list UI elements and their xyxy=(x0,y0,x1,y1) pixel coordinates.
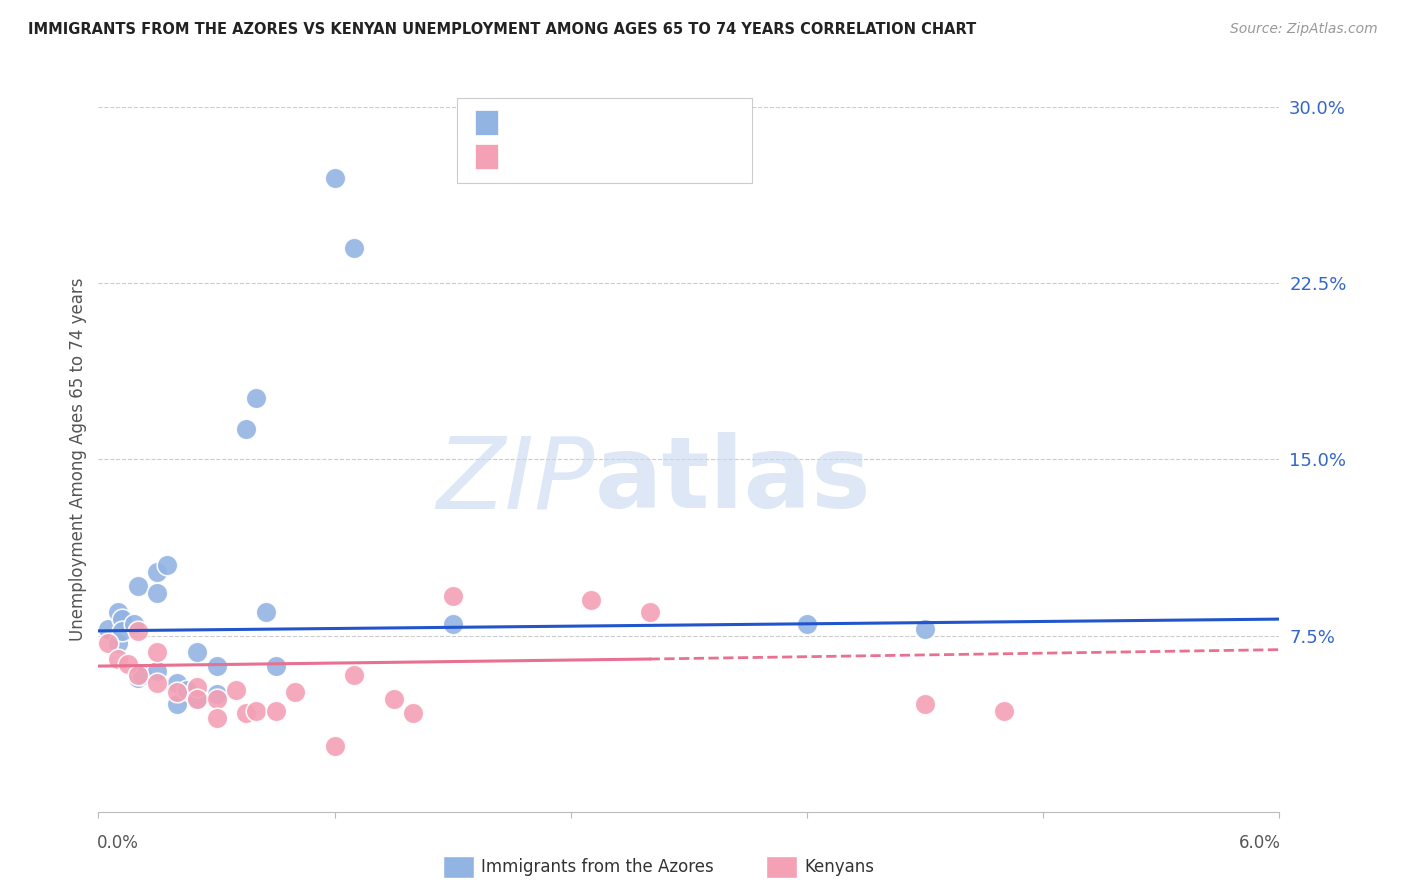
Text: N =: N = xyxy=(612,113,648,131)
Point xyxy=(254,605,277,619)
Point xyxy=(97,635,120,649)
Point xyxy=(107,652,129,666)
Point xyxy=(146,586,169,600)
Point xyxy=(111,624,134,638)
Point xyxy=(166,675,188,690)
Point xyxy=(914,622,936,636)
Point xyxy=(146,645,169,659)
Point xyxy=(186,645,208,659)
Point xyxy=(127,624,149,638)
Text: IMMIGRANTS FROM THE AZORES VS KENYAN UNEMPLOYMENT AMONG AGES 65 TO 74 YEARS CORR: IMMIGRANTS FROM THE AZORES VS KENYAN UNE… xyxy=(28,22,976,37)
Point xyxy=(796,616,818,631)
Point xyxy=(156,558,179,573)
Point xyxy=(127,668,149,682)
Point xyxy=(107,635,129,649)
Point xyxy=(402,706,425,720)
Point xyxy=(284,685,307,699)
Point xyxy=(235,706,257,720)
Point xyxy=(186,692,208,706)
Point xyxy=(205,692,228,706)
Point xyxy=(186,692,208,706)
Text: Kenyans: Kenyans xyxy=(804,858,875,876)
Text: ZIP: ZIP xyxy=(436,432,595,529)
Point xyxy=(235,422,257,436)
Point xyxy=(441,616,464,631)
Text: 0.108: 0.108 xyxy=(548,147,596,165)
Text: 29: 29 xyxy=(647,113,668,131)
Text: 0.0%: 0.0% xyxy=(97,834,139,852)
Point xyxy=(127,579,149,593)
Point xyxy=(343,241,366,255)
Point xyxy=(914,697,936,711)
Point xyxy=(176,682,198,697)
Point xyxy=(264,659,287,673)
Point xyxy=(225,682,247,697)
Point xyxy=(127,671,149,685)
Point xyxy=(205,687,228,701)
Point xyxy=(166,697,188,711)
Point xyxy=(205,711,228,725)
Point xyxy=(131,668,153,682)
Point xyxy=(166,685,188,699)
Point xyxy=(245,392,267,406)
Text: 0.025: 0.025 xyxy=(548,113,596,131)
Point xyxy=(245,704,267,718)
Point xyxy=(107,605,129,619)
Point xyxy=(993,704,1015,718)
Point xyxy=(111,612,134,626)
Point xyxy=(117,657,139,671)
Point xyxy=(146,675,169,690)
Point xyxy=(343,668,366,682)
Point xyxy=(441,589,464,603)
Point xyxy=(186,680,208,694)
Point xyxy=(323,170,346,185)
Point xyxy=(146,565,169,579)
Point xyxy=(146,664,169,678)
Text: R =: R = xyxy=(509,113,546,131)
Text: R =: R = xyxy=(509,147,546,165)
Point xyxy=(579,593,602,607)
Y-axis label: Unemployment Among Ages 65 to 74 years: Unemployment Among Ages 65 to 74 years xyxy=(69,277,87,641)
Point xyxy=(264,704,287,718)
Text: 6.0%: 6.0% xyxy=(1239,834,1281,852)
Point xyxy=(638,605,661,619)
Point xyxy=(122,616,145,631)
Text: Source: ZipAtlas.com: Source: ZipAtlas.com xyxy=(1230,22,1378,37)
Point xyxy=(205,659,228,673)
Text: 26: 26 xyxy=(647,147,668,165)
Text: Immigrants from the Azores: Immigrants from the Azores xyxy=(481,858,714,876)
Point xyxy=(382,692,405,706)
Point xyxy=(323,739,346,753)
Text: N =: N = xyxy=(612,147,648,165)
Point xyxy=(97,622,120,636)
Text: atlas: atlas xyxy=(595,432,872,529)
